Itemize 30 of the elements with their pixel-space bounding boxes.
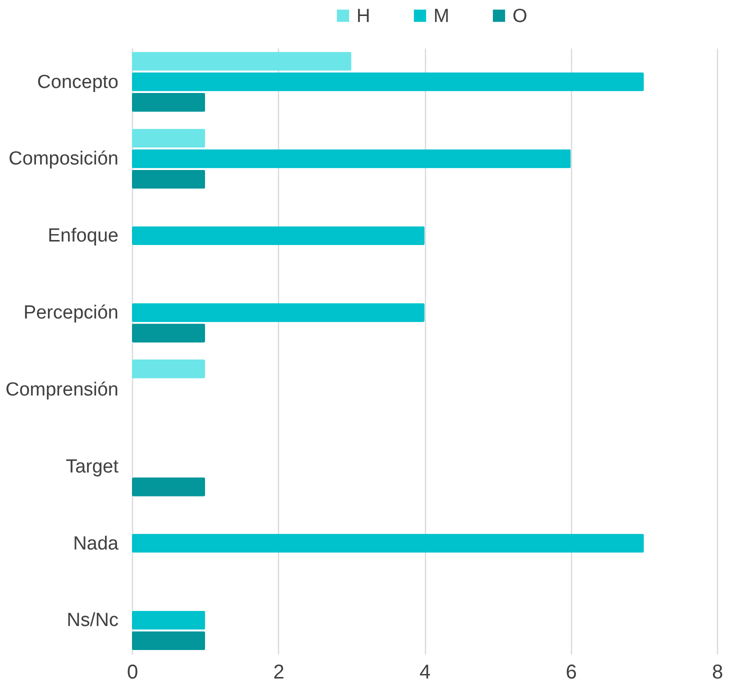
bar <box>132 226 424 246</box>
y-tick-label: Concepto <box>37 72 118 93</box>
bar <box>132 477 206 496</box>
x-tick-label: 2 <box>273 662 284 684</box>
y-tick-label: Nada <box>73 533 119 554</box>
bar <box>132 52 352 71</box>
x-tick-label: 0 <box>126 662 138 684</box>
bar <box>132 303 424 322</box>
x-tick-label: 4 <box>419 662 431 684</box>
y-tick-label: Percepción <box>23 302 118 324</box>
y-tick-label: Ns/Nc <box>66 610 118 632</box>
y-tick-label: Target <box>66 456 120 478</box>
y-tick-label: Comprensión <box>6 379 118 400</box>
y-tick-label: Enfoque <box>48 226 118 247</box>
x-tick-label: 8 <box>712 662 724 684</box>
bar <box>132 149 571 168</box>
bar <box>132 359 206 378</box>
bar <box>132 72 644 92</box>
legend-label: M <box>434 6 450 27</box>
bar <box>132 92 206 112</box>
legend-label: O <box>512 6 528 27</box>
y-tick-label: Composición <box>8 148 118 170</box>
bar <box>132 610 206 630</box>
bar <box>132 170 206 189</box>
bar <box>132 324 206 343</box>
x-tick-label: 6 <box>566 662 577 684</box>
bar <box>132 128 206 148</box>
bar <box>132 631 206 650</box>
legend-label: H <box>356 6 370 27</box>
bar <box>132 534 644 553</box>
